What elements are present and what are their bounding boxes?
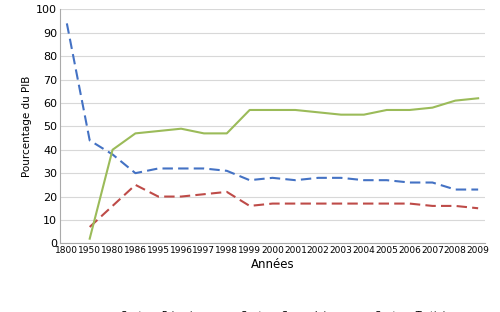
Secteur Primaire (406, 181, 412, 184)
Secteur Primaire (110, 153, 116, 156)
Line: Secteur Primaire: Secteur Primaire (67, 23, 478, 190)
Secteur Primaire (132, 171, 138, 175)
Secteur Tertiaire (224, 132, 230, 135)
Secteur Tertiaire (132, 132, 138, 135)
Secteur Tertiaire (361, 113, 367, 117)
Secteur Secondaire (224, 190, 230, 194)
Line: Secteur Secondaire: Secteur Secondaire (90, 185, 478, 227)
Secteur Primaire (246, 178, 252, 182)
Secteur Secondaire (338, 202, 344, 206)
Secteur Secondaire (201, 192, 207, 196)
Secteur Secondaire (315, 202, 321, 206)
Secteur Primaire (201, 167, 207, 170)
Secteur Secondaire (156, 195, 162, 198)
Secteur Secondaire (292, 202, 298, 206)
Secteur Tertiaire (315, 110, 321, 114)
Secteur Primaire (384, 178, 390, 182)
Secteur Tertiaire (270, 108, 276, 112)
Secteur Secondaire (475, 207, 481, 210)
Y-axis label: Pourcentage du PIB: Pourcentage du PIB (22, 76, 32, 177)
Secteur Tertiaire (475, 96, 481, 100)
Secteur Tertiaire (201, 132, 207, 135)
Secteur Tertiaire (110, 148, 116, 152)
Secteur Primaire (64, 22, 70, 25)
Secteur Tertiaire (406, 108, 412, 112)
Secteur Secondaire (384, 202, 390, 206)
Secteur Tertiaire (156, 129, 162, 133)
Secteur Secondaire (270, 202, 276, 206)
Secteur Tertiaire (338, 113, 344, 117)
Secteur Primaire (156, 167, 162, 170)
Secteur Primaire (270, 176, 276, 180)
Secteur Tertiaire (178, 127, 184, 131)
Secteur Tertiaire (384, 108, 390, 112)
Secteur Secondaire (86, 225, 92, 229)
Secteur Secondaire (246, 204, 252, 208)
Secteur Primaire (178, 167, 184, 170)
Secteur Primaire (338, 176, 344, 180)
Secteur Tertiaire (430, 106, 436, 110)
Line: Secteur Tertiaire: Secteur Tertiaire (90, 98, 478, 239)
Secteur Primaire (475, 188, 481, 192)
Secteur Secondaire (361, 202, 367, 206)
Secteur Primaire (224, 169, 230, 173)
Secteur Secondaire (452, 204, 458, 208)
Secteur Tertiaire (292, 108, 298, 112)
X-axis label: Années: Années (250, 258, 294, 271)
Secteur Primaire (430, 181, 436, 184)
Secteur Primaire (315, 176, 321, 180)
Secteur Secondaire (110, 204, 116, 208)
Secteur Primaire (452, 188, 458, 192)
Secteur Primaire (361, 178, 367, 182)
Secteur Secondaire (132, 183, 138, 187)
Secteur Secondaire (406, 202, 412, 206)
Secteur Primaire (292, 178, 298, 182)
Secteur Secondaire (430, 204, 436, 208)
Secteur Tertiaire (86, 237, 92, 241)
Secteur Tertiaire (246, 108, 252, 112)
Secteur Primaire (86, 139, 92, 142)
Secteur Tertiaire (452, 99, 458, 103)
Legend: Secteur Primaire, Secteur Secondaire, Secteur Tertiaire: Secteur Primaire, Secteur Secondaire, Se… (86, 307, 459, 312)
Secteur Secondaire (178, 195, 184, 198)
